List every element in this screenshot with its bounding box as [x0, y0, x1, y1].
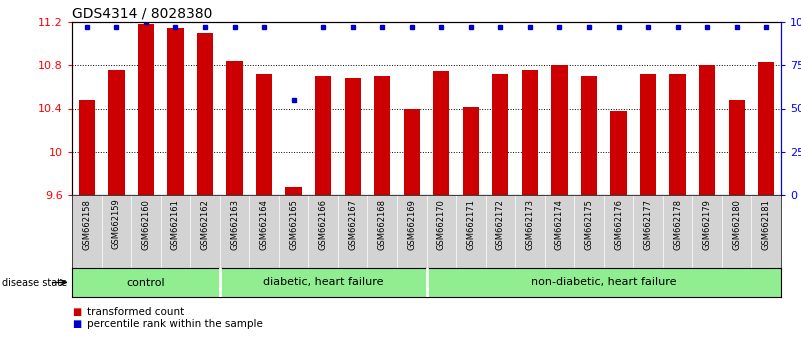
Text: GSM662170: GSM662170	[437, 199, 446, 250]
Text: GSM662180: GSM662180	[732, 199, 741, 250]
Bar	[699, 65, 715, 195]
Text: GSM662179: GSM662179	[702, 199, 711, 250]
Bar	[493, 74, 509, 195]
Text: GDS4314 / 8028380: GDS4314 / 8028380	[72, 7, 212, 21]
Bar	[758, 62, 775, 195]
Text: GSM662160: GSM662160	[142, 199, 151, 250]
Bar	[610, 111, 626, 195]
Bar	[433, 71, 449, 195]
Bar	[138, 24, 154, 195]
Text: GSM662178: GSM662178	[673, 199, 682, 250]
Text: GSM662177: GSM662177	[643, 199, 653, 250]
Bar	[463, 107, 479, 195]
Text: GSM662164: GSM662164	[260, 199, 268, 250]
Text: GSM662181: GSM662181	[762, 199, 771, 250]
Text: disease state: disease state	[2, 278, 66, 287]
Bar	[404, 108, 420, 195]
Bar	[315, 76, 332, 195]
Bar	[640, 74, 656, 195]
Text: GSM662158: GSM662158	[83, 199, 91, 250]
Bar	[167, 28, 183, 195]
Bar	[344, 78, 360, 195]
Text: GSM662168: GSM662168	[378, 199, 387, 250]
Text: GSM662161: GSM662161	[171, 199, 180, 250]
Text: percentile rank within the sample: percentile rank within the sample	[87, 319, 263, 329]
Text: transformed count: transformed count	[87, 307, 183, 317]
Bar	[374, 76, 390, 195]
Text: GSM662162: GSM662162	[200, 199, 210, 250]
Bar	[729, 100, 745, 195]
Bar	[227, 61, 243, 195]
Text: GSM662172: GSM662172	[496, 199, 505, 250]
Bar	[108, 70, 124, 195]
Text: GSM662163: GSM662163	[230, 199, 239, 250]
Text: GSM662171: GSM662171	[466, 199, 475, 250]
Bar	[670, 74, 686, 195]
Text: GSM662176: GSM662176	[614, 199, 623, 250]
Text: ■: ■	[72, 319, 82, 329]
Text: diabetic, heart failure: diabetic, heart failure	[263, 278, 384, 287]
Bar	[78, 100, 95, 195]
Text: GSM662174: GSM662174	[555, 199, 564, 250]
Text: non-diabetic, heart failure: non-diabetic, heart failure	[531, 278, 677, 287]
Text: GSM662165: GSM662165	[289, 199, 298, 250]
Bar	[285, 187, 302, 195]
Text: GSM662167: GSM662167	[348, 199, 357, 250]
Text: GSM662175: GSM662175	[585, 199, 594, 250]
Bar	[197, 33, 213, 195]
Bar	[256, 74, 272, 195]
Bar	[581, 76, 597, 195]
Text: GSM662166: GSM662166	[319, 199, 328, 250]
Text: GSM662169: GSM662169	[407, 199, 417, 250]
Bar	[551, 65, 568, 195]
Text: GSM662159: GSM662159	[112, 199, 121, 250]
Text: GSM662173: GSM662173	[525, 199, 534, 250]
Text: ■: ■	[72, 307, 82, 317]
Bar	[521, 70, 538, 195]
Text: control: control	[127, 278, 165, 287]
